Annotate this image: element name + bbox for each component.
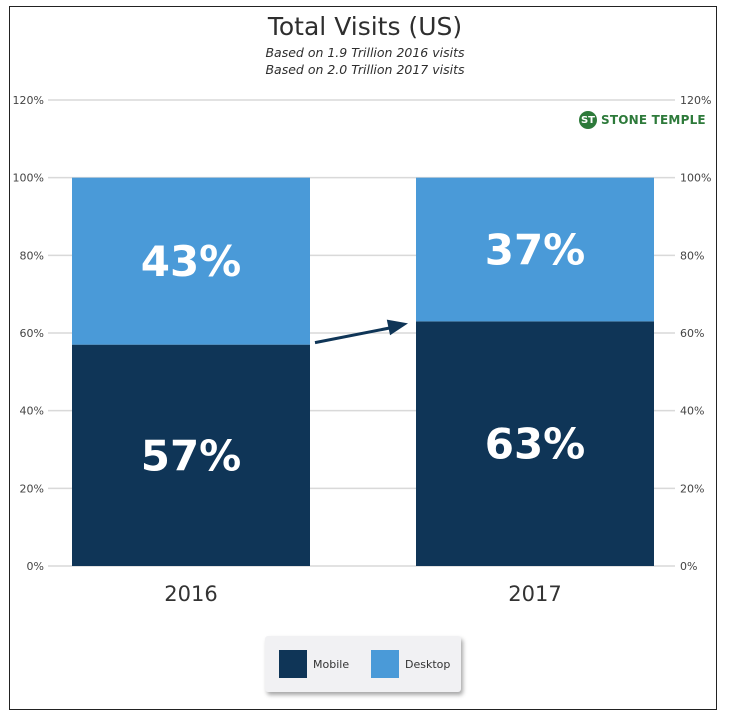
- y-tick-label-right: 20%: [680, 482, 704, 495]
- stone-temple-logo-icon: ST: [579, 111, 597, 129]
- chart-subtitle-1: Based on 1.9 Trillion 2016 visits: [265, 45, 465, 60]
- data-label-desktop-2017: 37%: [485, 226, 586, 275]
- y-tick-label-right: 80%: [680, 249, 704, 262]
- legend-label-mobile: Mobile: [313, 657, 350, 671]
- y-tick-label-right: 60%: [680, 327, 704, 340]
- chart-subtitle-2: Based on 2.0 Trillion 2017 visits: [265, 62, 465, 77]
- legend-swatch-mobile: [279, 650, 307, 678]
- chart-title: Total Visits (US): [267, 12, 463, 41]
- bar-desktop-2016: [72, 177, 310, 345]
- data-label-desktop-2016: 43%: [141, 237, 242, 286]
- arrow-head-icon: [386, 319, 408, 336]
- y-tick-label-left: 120%: [13, 94, 44, 107]
- legend: Mobile Desktop: [265, 636, 461, 692]
- data-label-mobile-2016: 57%: [141, 431, 242, 480]
- legend-item-mobile: Mobile: [279, 650, 349, 678]
- y-tick-label-right: 40%: [680, 405, 704, 418]
- data-label-mobile-2017: 63%: [485, 420, 586, 469]
- y-tick-label-left: 60%: [20, 327, 44, 340]
- legend-item-desktop: Desktop: [371, 650, 450, 678]
- y-tick-label-left: 80%: [20, 249, 44, 262]
- x-tick-label-2017: 2017: [508, 582, 561, 606]
- y-tick-label-right: 0%: [680, 560, 697, 573]
- bar-mobile-2016: [72, 344, 310, 566]
- logo-text: STONE TEMPLE: [601, 113, 706, 127]
- y-tick-label-right: 100%: [680, 172, 711, 185]
- legend-label-desktop: Desktop: [405, 657, 451, 671]
- bar-desktop-2017: [416, 177, 654, 322]
- y-tick-label-right: 120%: [680, 94, 711, 107]
- y-tick-label-left: 20%: [20, 482, 44, 495]
- y-tick-label-left: 100%: [13, 172, 44, 185]
- y-tick-label-left: 0%: [27, 560, 44, 573]
- legend-swatch-desktop: [371, 650, 399, 678]
- y-tick-label-left: 40%: [20, 405, 44, 418]
- x-tick-label-2016: 2016: [164, 582, 217, 606]
- bar-mobile-2017: [416, 321, 654, 566]
- arrow-up-right-icon: [314, 324, 399, 345]
- stone-temple-logo: ST STONE TEMPLE: [579, 111, 706, 129]
